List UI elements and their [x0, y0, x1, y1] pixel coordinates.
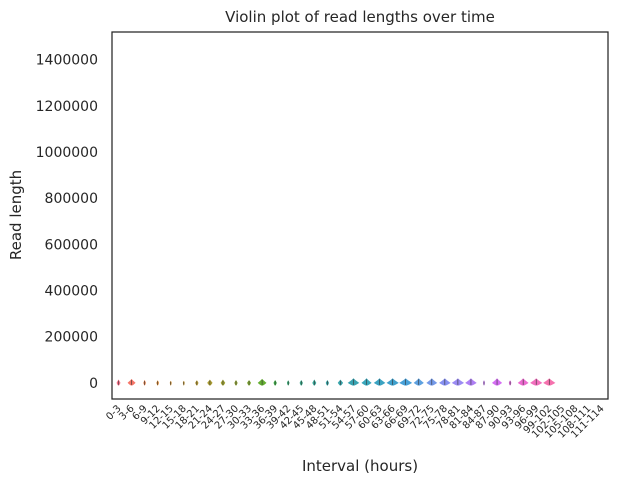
- plot-area: [116, 378, 556, 386]
- y-tick-label: 1400000: [36, 53, 98, 69]
- y-tick-label: 600000: [45, 237, 98, 253]
- y-tick-label: 0: [89, 376, 98, 392]
- y-tick-label: 200000: [45, 330, 98, 346]
- x-axis-label: Interval (hours): [302, 457, 418, 475]
- y-axis-label: Read length: [7, 170, 25, 260]
- y-tick-group: 0 200000 400000 600000 800000 1000000 1200000 1…: [36, 53, 98, 392]
- plot-frame: [111, 31, 609, 400]
- y-tick-label: 1200000: [36, 99, 98, 115]
- y-tick-label: 800000: [45, 191, 98, 207]
- y-tick-label: 400000: [45, 284, 98, 300]
- chart-title: Violin plot of read lengths over time: [225, 8, 495, 26]
- y-tick-label: 1000000: [36, 145, 98, 161]
